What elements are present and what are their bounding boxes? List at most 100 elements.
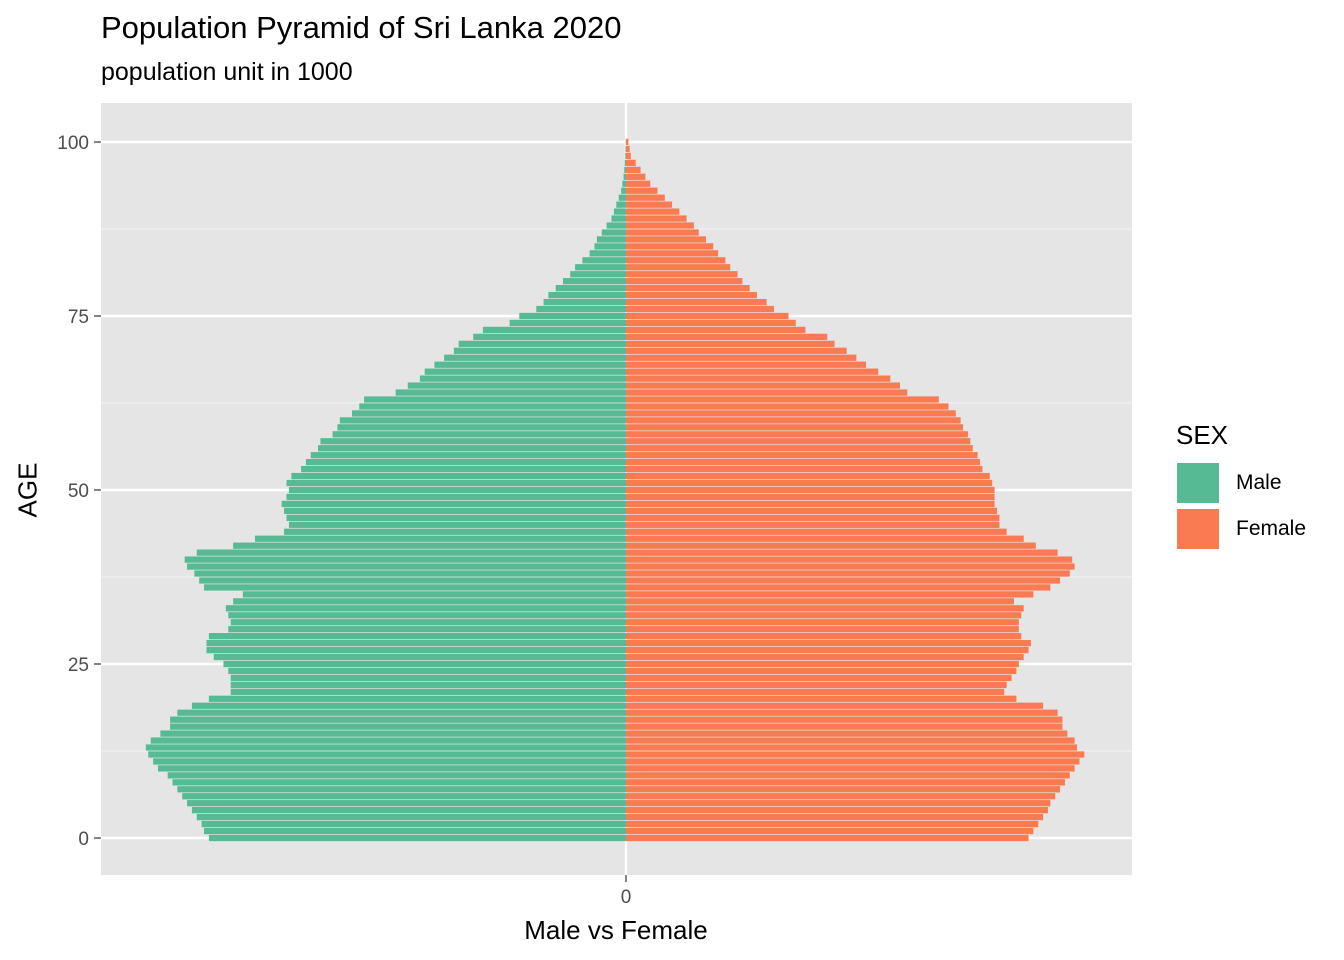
- bar-female-age-85: [626, 243, 714, 250]
- bar-female-age-73: [626, 326, 806, 334]
- bar-male-age-74: [509, 319, 626, 327]
- bar-female-age-77: [626, 298, 767, 306]
- bar-female-age-4: [626, 807, 1048, 814]
- bar-male-age-14: [150, 737, 626, 744]
- bar-male-age-10: [157, 765, 626, 772]
- bar-female-age-6: [626, 793, 1056, 800]
- bar-male-age-37: [199, 577, 626, 584]
- y-tick-label: 75: [68, 307, 89, 328]
- bar-male-age-21: [230, 688, 626, 695]
- y-tick-label: 100: [57, 133, 89, 154]
- bar-male-age-66: [419, 375, 626, 382]
- bar-female-age-80: [626, 278, 743, 285]
- bar-female-age-7: [626, 786, 1061, 793]
- bar-female-age-88: [626, 222, 694, 229]
- bar-male-age-52: [291, 472, 626, 480]
- bar-male-age-18: [177, 709, 626, 716]
- bar-male-age-83: [582, 257, 626, 264]
- bar-female-age-13: [626, 744, 1078, 751]
- bar-male-age-56: [318, 445, 626, 452]
- y-axis-label: AGE: [12, 462, 43, 518]
- bar-female-age-91: [626, 201, 673, 208]
- bar-female-age-62: [626, 403, 949, 410]
- bar-female-age-54: [626, 459, 981, 466]
- bar-male-age-59: [337, 424, 626, 431]
- bar-male-age-70: [453, 347, 626, 354]
- bar-female-age-36: [626, 584, 1051, 591]
- bar-female-age-16: [626, 723, 1063, 730]
- bar-male-age-5: [187, 800, 626, 807]
- bar-male-age-62: [359, 403, 626, 410]
- bar-male-age-85: [594, 243, 626, 250]
- bar-male-age-44: [284, 528, 626, 535]
- bar-male-age-11: [153, 758, 626, 765]
- bar-female-age-50: [626, 486, 995, 494]
- bar-female-age-1: [626, 827, 1034, 835]
- bar-female-age-81: [626, 271, 738, 278]
- bar-male-age-89: [611, 215, 626, 222]
- bar-male-age-88: [606, 222, 626, 229]
- bar-female-age-56: [626, 445, 973, 452]
- bar-male-age-19: [191, 702, 627, 709]
- bar-female-age-48: [626, 500, 995, 508]
- bar-female-age-71: [626, 340, 835, 347]
- bar-male-age-53: [301, 465, 626, 473]
- bar-male-age-28: [206, 639, 626, 647]
- bar-female-age-82: [626, 264, 731, 271]
- bar-male-age-32: [228, 612, 627, 619]
- bar-male-age-93: [621, 187, 626, 194]
- bar-female-age-33: [626, 605, 1024, 612]
- bar-male-age-36: [204, 584, 627, 591]
- bar-male-age-72: [473, 333, 626, 341]
- bar-male-age-73: [482, 326, 626, 334]
- bar-male-age-29: [208, 633, 626, 640]
- bar-female-age-60: [626, 417, 961, 424]
- bar-female-age-27: [626, 646, 1029, 654]
- bar-male-age-31: [230, 619, 626, 626]
- bar-female-age-58: [626, 431, 968, 438]
- bar-male-age-75: [519, 312, 626, 320]
- bar-female-age-30: [626, 626, 1019, 633]
- bar-female-age-79: [626, 285, 750, 292]
- bar-male-age-82: [575, 264, 626, 271]
- bar-female-age-52: [626, 472, 990, 480]
- bar-male-age-78: [548, 291, 626, 299]
- legend-item-female: Female: [1176, 506, 1306, 552]
- bar-male-age-55: [310, 452, 626, 459]
- bar-male-age-84: [589, 250, 626, 257]
- bar-male-age-3: [196, 813, 626, 821]
- bar-male-age-54: [305, 459, 626, 466]
- bar-male-age-46: [286, 514, 626, 521]
- y-tick-label: 0: [78, 829, 89, 850]
- bar-male-age-81: [570, 271, 626, 278]
- bar-female-age-42: [626, 542, 1036, 549]
- bar-female-age-23: [626, 674, 1012, 682]
- legend-label-female: Female: [1236, 517, 1307, 540]
- bar-female-age-76: [626, 305, 774, 313]
- legend: SEX Male Female: [1176, 420, 1306, 552]
- bar-female-age-28: [626, 639, 1031, 647]
- bar-male-age-98: [625, 152, 626, 160]
- bar-female-age-64: [626, 389, 908, 396]
- bar-male-age-51: [286, 479, 626, 487]
- bar-male-age-20: [208, 695, 626, 702]
- bar-female-age-92: [626, 194, 665, 201]
- bar-male-age-67: [424, 368, 626, 375]
- bar-female-age-63: [626, 396, 939, 403]
- bar-male-age-61: [351, 410, 626, 417]
- bar-female-age-39: [626, 563, 1075, 570]
- bar-male-age-22: [230, 681, 626, 689]
- bar-female-age-44: [626, 528, 1007, 535]
- bar-male-age-60: [339, 417, 626, 424]
- bar-female-age-89: [626, 215, 687, 222]
- bar-female-age-53: [626, 465, 983, 473]
- bar-female-age-8: [626, 779, 1065, 786]
- bar-female-age-69: [626, 354, 857, 361]
- bar-male-age-7: [177, 786, 626, 793]
- bar-male-age-34: [233, 598, 626, 605]
- bar-male-age-45: [288, 521, 626, 528]
- bar-male-age-40: [184, 556, 626, 563]
- bar-female-age-9: [626, 772, 1070, 779]
- bar-male-age-38: [194, 570, 626, 577]
- bar-female-age-97: [626, 159, 636, 167]
